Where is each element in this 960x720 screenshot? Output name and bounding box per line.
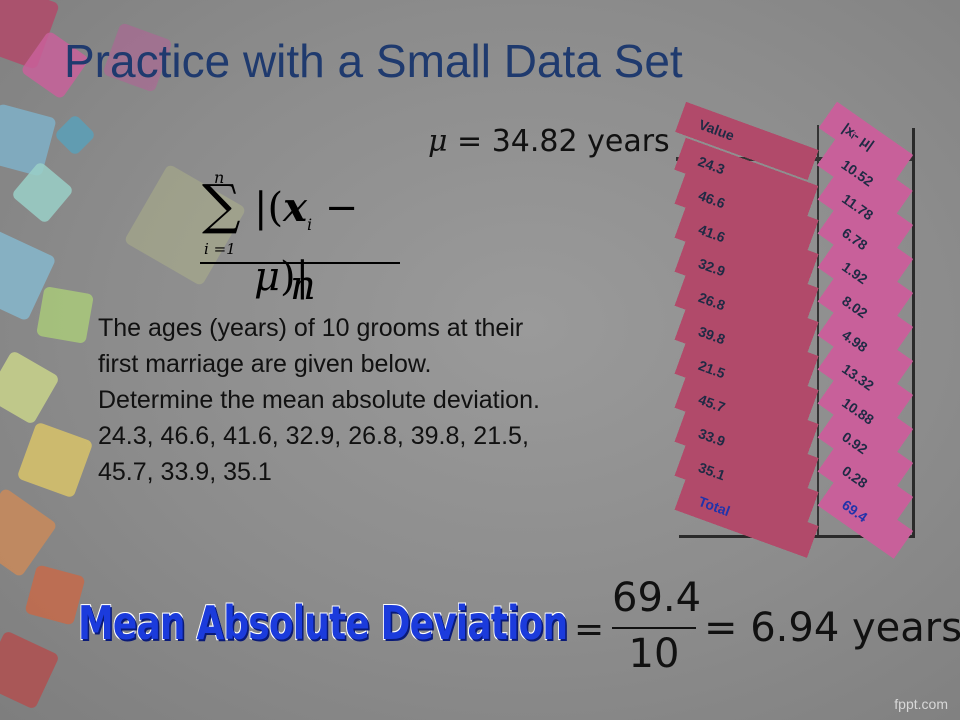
decorative-cube [36, 286, 94, 344]
watermark: fppt.com [894, 696, 948, 712]
decorative-cube [0, 103, 57, 177]
data-values: 24.3, 46.6, 41.6, 32.9, 26.8, 39.8, 21.5… [98, 422, 529, 486]
term-x: x [283, 184, 307, 231]
sum-upper-limit: n [214, 168, 225, 187]
equals-sign: = [574, 609, 605, 650]
mean-equation: μ = 34.82 years [428, 124, 670, 159]
mad-result: = 6.94 years [704, 605, 960, 651]
decorative-cube [24, 564, 86, 626]
decorative-cube [53, 113, 97, 157]
fraction-bar [200, 262, 400, 264]
term-subscript: i [306, 215, 313, 234]
deviation-table: Value |xᵢ- μ| 24.3 10.52 46.6 11.78 41.6 6.… [674, 101, 914, 559]
problem-statement: The ages (years) of 10 grooms at their f… [98, 310, 548, 490]
mad-calculation: = 69.4 10 = 6.94 years [574, 575, 960, 677]
absolute-term: |(xi − μ)| [254, 184, 359, 300]
decorative-cube [0, 630, 60, 710]
mu-symbol: μ [428, 124, 448, 159]
mad-fraction-bar [612, 627, 696, 629]
slide-title: Practice with a Small Data Set [64, 35, 683, 87]
formula-denominator: n [290, 263, 316, 309]
decorative-cube [16, 421, 94, 499]
mean-value: = 34.82 years [447, 124, 670, 159]
mad-numerator: 69.4 [612, 575, 702, 621]
mad-formula: n ∑ i =1 |(xi − μ)| n [198, 168, 404, 306]
term-mu: μ [254, 254, 280, 300]
mad-heading: Mean Absolute Deviation [78, 596, 568, 650]
decorative-cube [0, 349, 61, 426]
sum-lower-limit: i =1 [204, 240, 236, 258]
sigma-symbol: ∑ [202, 173, 241, 236]
decorative-cube [0, 487, 58, 578]
mad-denominator: 10 [628, 631, 680, 677]
problem-text: The ages (years) of 10 grooms at their f… [98, 314, 540, 414]
